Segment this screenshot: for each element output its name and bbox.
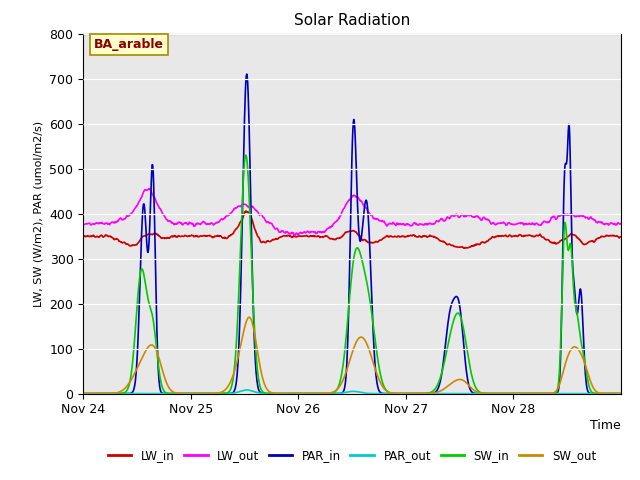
- SW_in: [173, 391, 180, 396]
- Title: Solar Radiation: Solar Radiation: [294, 13, 410, 28]
- SW_out: [372, 367, 380, 373]
- LW_out: [384, 222, 392, 228]
- SW_in: [267, 391, 275, 396]
- SW_in: [635, 391, 640, 396]
- PAR_out: [635, 391, 640, 396]
- SW_in: [242, 152, 250, 158]
- SW_in: [79, 391, 87, 396]
- Line: PAR_in: PAR_in: [83, 74, 639, 394]
- Text: Time: Time: [590, 419, 621, 432]
- LW_out: [635, 222, 640, 228]
- Y-axis label: LW, SW (W/m2), PAR (umol/m2/s): LW, SW (W/m2), PAR (umol/m2/s): [34, 120, 44, 307]
- PAR_in: [321, 391, 328, 396]
- SW_in: [372, 340, 380, 346]
- PAR_out: [173, 391, 180, 396]
- LW_in: [372, 239, 380, 244]
- LW_out: [145, 186, 153, 192]
- PAR_out: [243, 387, 251, 393]
- PAR_in: [173, 391, 180, 396]
- SW_out: [153, 349, 161, 355]
- SW_in: [321, 391, 328, 396]
- LW_in: [461, 245, 468, 251]
- LW_in: [383, 233, 391, 239]
- LW_in: [153, 231, 161, 237]
- PAR_out: [267, 391, 275, 396]
- PAR_in: [243, 71, 251, 77]
- PAR_out: [372, 391, 380, 396]
- PAR_out: [609, 391, 616, 396]
- LW_out: [321, 228, 329, 234]
- Line: PAR_out: PAR_out: [83, 390, 639, 394]
- LW_out: [291, 232, 298, 238]
- LW_in: [243, 208, 250, 214]
- SW_out: [267, 390, 275, 396]
- LW_in: [173, 234, 180, 240]
- LW_in: [79, 233, 87, 239]
- PAR_in: [153, 326, 161, 332]
- SW_out: [383, 388, 391, 394]
- Line: SW_in: SW_in: [83, 155, 639, 394]
- SW_out: [173, 390, 180, 396]
- Line: LW_out: LW_out: [83, 189, 639, 235]
- SW_out: [79, 391, 87, 396]
- PAR_in: [372, 368, 380, 374]
- LW_out: [79, 222, 87, 228]
- PAR_out: [79, 391, 87, 396]
- PAR_out: [321, 391, 328, 396]
- Line: LW_in: LW_in: [83, 211, 639, 248]
- Text: BA_arable: BA_arable: [94, 38, 164, 51]
- PAR_in: [383, 391, 391, 396]
- Legend: LW_in, LW_out, PAR_in, PAR_out, SW_in, SW_out: LW_in, LW_out, PAR_in, PAR_out, SW_in, S…: [103, 444, 601, 467]
- PAR_in: [635, 391, 640, 396]
- SW_out: [245, 314, 253, 320]
- SW_in: [383, 388, 391, 394]
- Line: SW_out: SW_out: [83, 317, 639, 394]
- PAR_out: [153, 391, 161, 396]
- SW_in: [153, 348, 161, 354]
- PAR_out: [383, 391, 391, 396]
- PAR_in: [79, 391, 87, 396]
- LW_in: [635, 233, 640, 239]
- PAR_in: [267, 391, 275, 396]
- LW_out: [267, 220, 275, 226]
- SW_out: [321, 391, 328, 396]
- LW_in: [267, 238, 275, 244]
- SW_out: [635, 391, 640, 396]
- LW_out: [372, 216, 380, 222]
- LW_out: [154, 201, 161, 206]
- LW_in: [321, 233, 328, 239]
- LW_out: [173, 221, 181, 227]
